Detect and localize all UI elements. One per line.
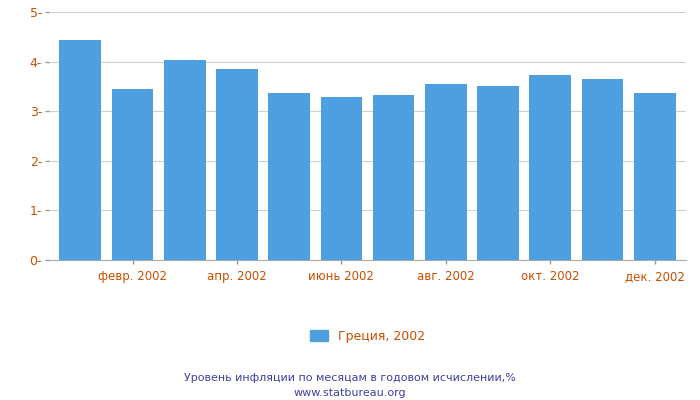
Bar [268,93,310,260]
Bar [164,60,206,260]
Bar [372,95,414,260]
Bar [425,84,467,260]
Bar [60,40,102,260]
Bar [321,97,363,260]
Text: www.statbureau.org: www.statbureau.org [294,388,406,398]
Bar [112,89,153,260]
Bar [216,69,258,260]
Bar [529,75,571,260]
Bar [582,80,623,260]
Legend: Греция, 2002: Греция, 2002 [304,325,430,348]
Bar [634,93,676,260]
Bar [477,86,519,260]
Text: Уровень инфляции по месяцам в годовом исчислении,%: Уровень инфляции по месяцам в годовом ис… [184,373,516,383]
